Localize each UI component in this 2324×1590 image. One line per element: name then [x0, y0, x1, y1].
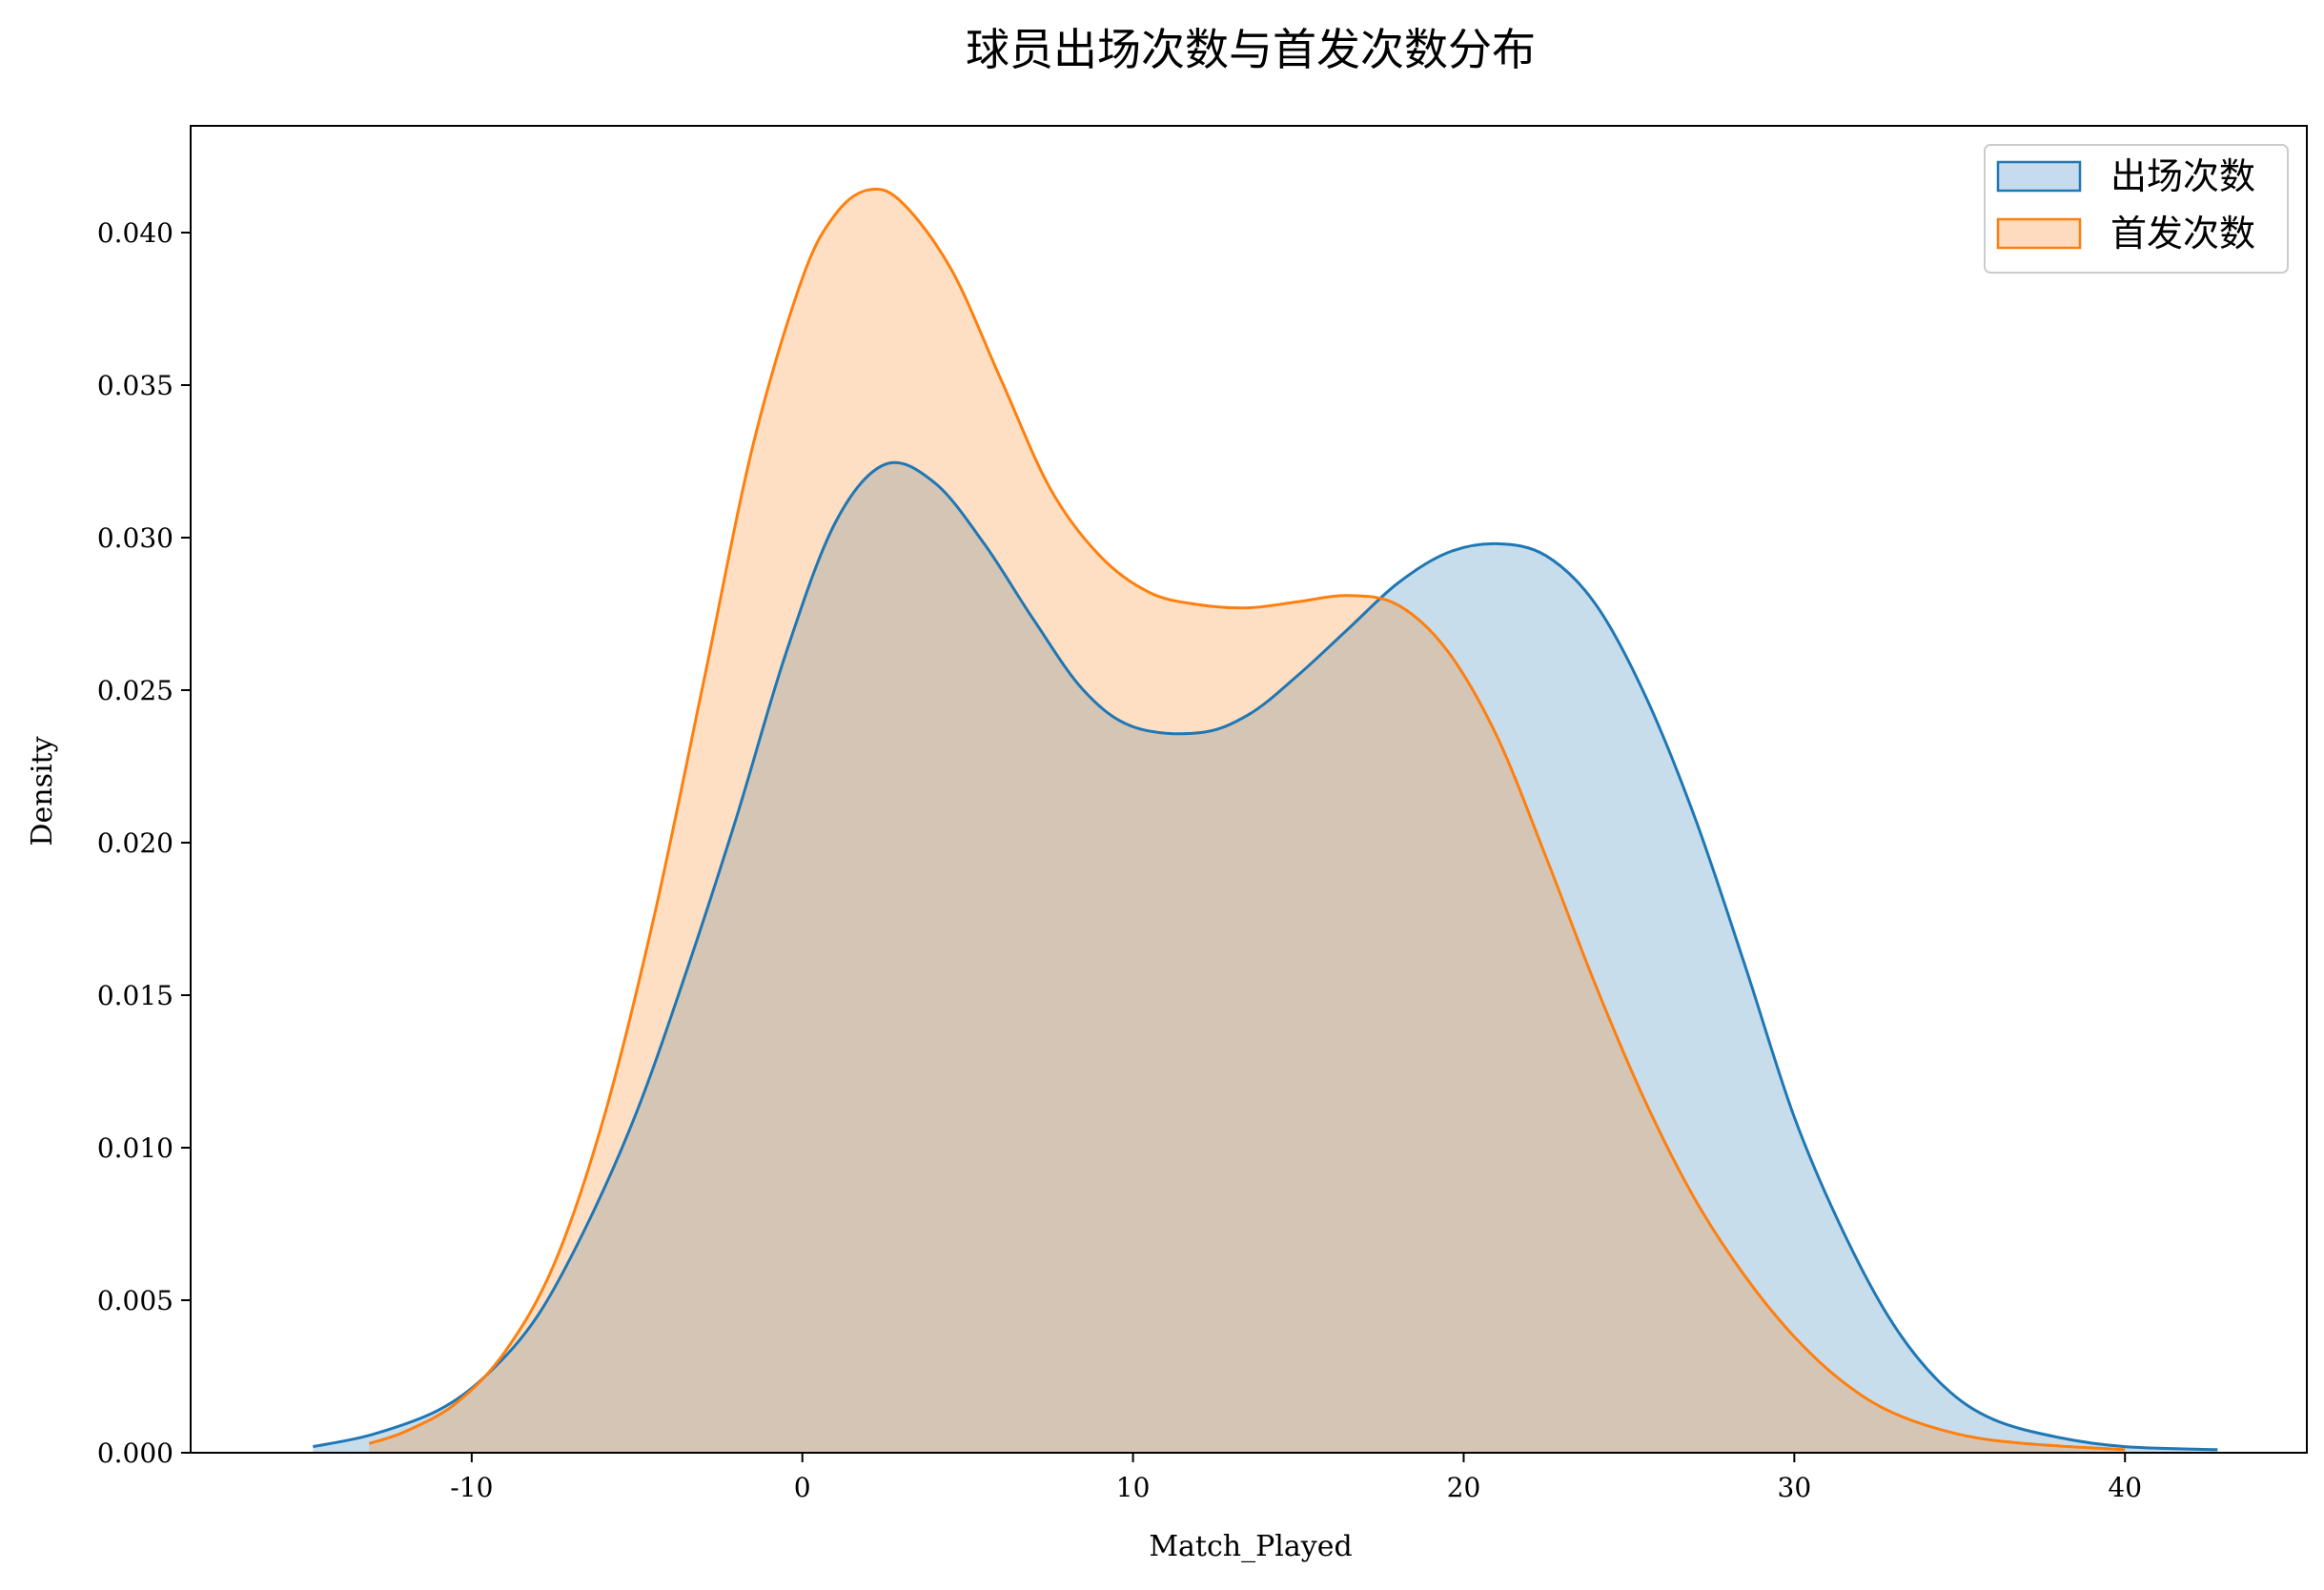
y-tick-label: 0.020 — [97, 827, 173, 859]
y-tick-label: 0.025 — [97, 675, 173, 706]
x-tick-label: -10 — [450, 1472, 493, 1503]
y-tick-label: 0.000 — [97, 1437, 173, 1469]
series-2-line — [368, 187, 2126, 1452]
series-1-area — [313, 462, 2218, 1453]
x-axis-label: Match_Played — [1149, 1530, 1352, 1563]
y-tick-label: 0.030 — [97, 522, 173, 554]
x-tick-label: 10 — [1116, 1472, 1151, 1503]
x-tick-label: 20 — [1447, 1472, 1481, 1503]
series-2-area — [369, 189, 2126, 1454]
x-tick-label: 30 — [1778, 1472, 1812, 1503]
plot-frame — [190, 125, 2308, 1454]
y-tick-label: 0.035 — [97, 370, 173, 401]
y-axis: 0.000 0.005 0.010 0.015 0.020 0.025 0.030 0.035… — [97, 217, 191, 1469]
x-tick-label: 0 — [794, 1472, 811, 1503]
y-tick-label: 0.040 — [97, 217, 173, 249]
x-tick-label: 40 — [2108, 1472, 2142, 1503]
y-tick-label: 0.010 — [97, 1132, 173, 1164]
series-fills-group — [313, 189, 2218, 1454]
series-lines-group — [313, 187, 2218, 1452]
x-axis: -10 0 10 20 30 40 — [450, 1453, 2142, 1503]
y-tick-label: 0.015 — [97, 980, 173, 1011]
legend-swatch — [1996, 160, 2082, 193]
series-1-line — [313, 460, 2218, 1452]
legend-label: 首发次数 — [2110, 213, 2255, 255]
y-tick-label: 0.005 — [97, 1285, 173, 1316]
chart-title: 球员出场次数与首发次数分布 — [966, 24, 1536, 75]
legend-label: 出场次数 — [2110, 155, 2255, 197]
y-axis-label: Density — [26, 736, 59, 846]
legend-swatch — [1996, 217, 2082, 250]
